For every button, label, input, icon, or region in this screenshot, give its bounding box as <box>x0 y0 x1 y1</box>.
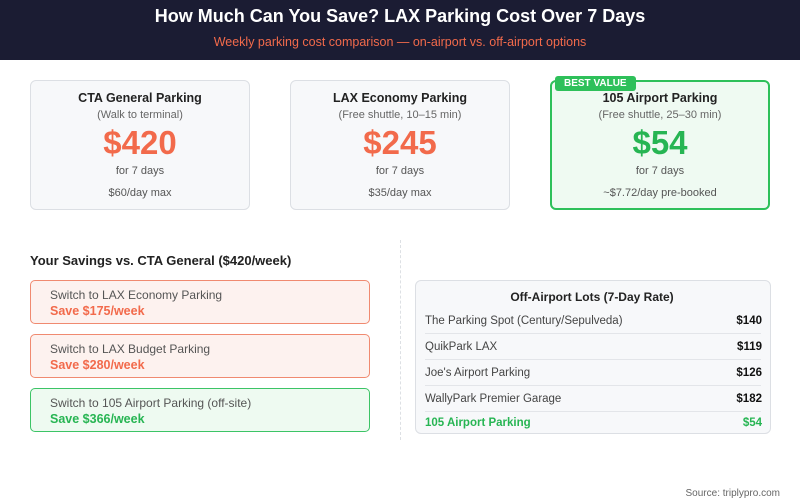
lot-price: $119 <box>737 341 762 353</box>
lot-name: The Parking Spot (Century/Sepulveda) <box>425 315 623 327</box>
lot-price: $126 <box>736 367 762 379</box>
card <box>290 80 510 210</box>
savings-title: Your Savings vs. CTA General ($420/week) <box>30 253 292 268</box>
card-name: CTA General Parking <box>78 91 202 105</box>
lot-name: WallyPark Premier Garage <box>425 393 562 405</box>
row-separator <box>425 333 761 334</box>
card-note: (Walk to terminal) <box>97 109 183 121</box>
card-price: $54 <box>632 124 688 161</box>
divider <box>400 240 401 440</box>
savings-label: Switch to LAX Budget Parking <box>50 342 211 356</box>
lot-name: 105 Airport Parking <box>425 417 531 429</box>
source: Source: triplypro.com <box>685 488 780 499</box>
lot-price: $140 <box>736 315 762 327</box>
lot-name: QuikPark LAX <box>425 341 498 353</box>
lots-title: Off-Airport Lots (7-Day Rate) <box>510 290 674 304</box>
card-note: (Free shuttle, 10–15 min) <box>338 109 462 121</box>
card-name: LAX Economy Parking <box>332 91 468 105</box>
card-price: $420 <box>103 124 177 161</box>
savings-amount: Save $175/week <box>50 304 145 318</box>
lot-price: $182 <box>736 393 762 405</box>
card <box>550 80 770 210</box>
row-separator <box>425 385 761 386</box>
row-separator <box>425 411 761 412</box>
subtitle: Weekly parking cost comparison — on-airp… <box>213 35 587 49</box>
title: How Much Can You Save? LAX Parking Cost … <box>154 6 646 26</box>
savings-item <box>30 280 370 324</box>
savings-label: Switch to 105 Airport Parking (off-site) <box>50 396 252 410</box>
card-name: 105 Airport Parking <box>602 91 718 105</box>
card <box>30 80 250 210</box>
header <box>0 0 800 60</box>
card-note: (Free shuttle, 25–30 min) <box>598 109 722 121</box>
lots-panel <box>415 280 771 434</box>
card-period: for 7 days <box>635 165 685 177</box>
row-separator <box>425 359 761 360</box>
lot-name: Joe's Airport Parking <box>425 367 531 379</box>
card-price: $245 <box>363 124 437 161</box>
card-rate: ~$7.72/day pre-booked <box>603 187 717 199</box>
card-period: for 7 days <box>115 165 165 177</box>
savings-label: Switch to LAX Economy Parking <box>50 288 223 302</box>
savings-item <box>30 334 370 378</box>
badge: BEST VALUE <box>555 76 636 91</box>
savings-amount: Save $280/week <box>50 358 145 372</box>
card-rate: $35/day max <box>368 187 432 199</box>
savings-item <box>30 388 370 432</box>
savings-amount: Save $366/week <box>50 412 145 426</box>
card-rate: $60/day max <box>108 187 172 199</box>
card-period: for 7 days <box>375 165 425 177</box>
lot-price: $54 <box>742 417 762 429</box>
